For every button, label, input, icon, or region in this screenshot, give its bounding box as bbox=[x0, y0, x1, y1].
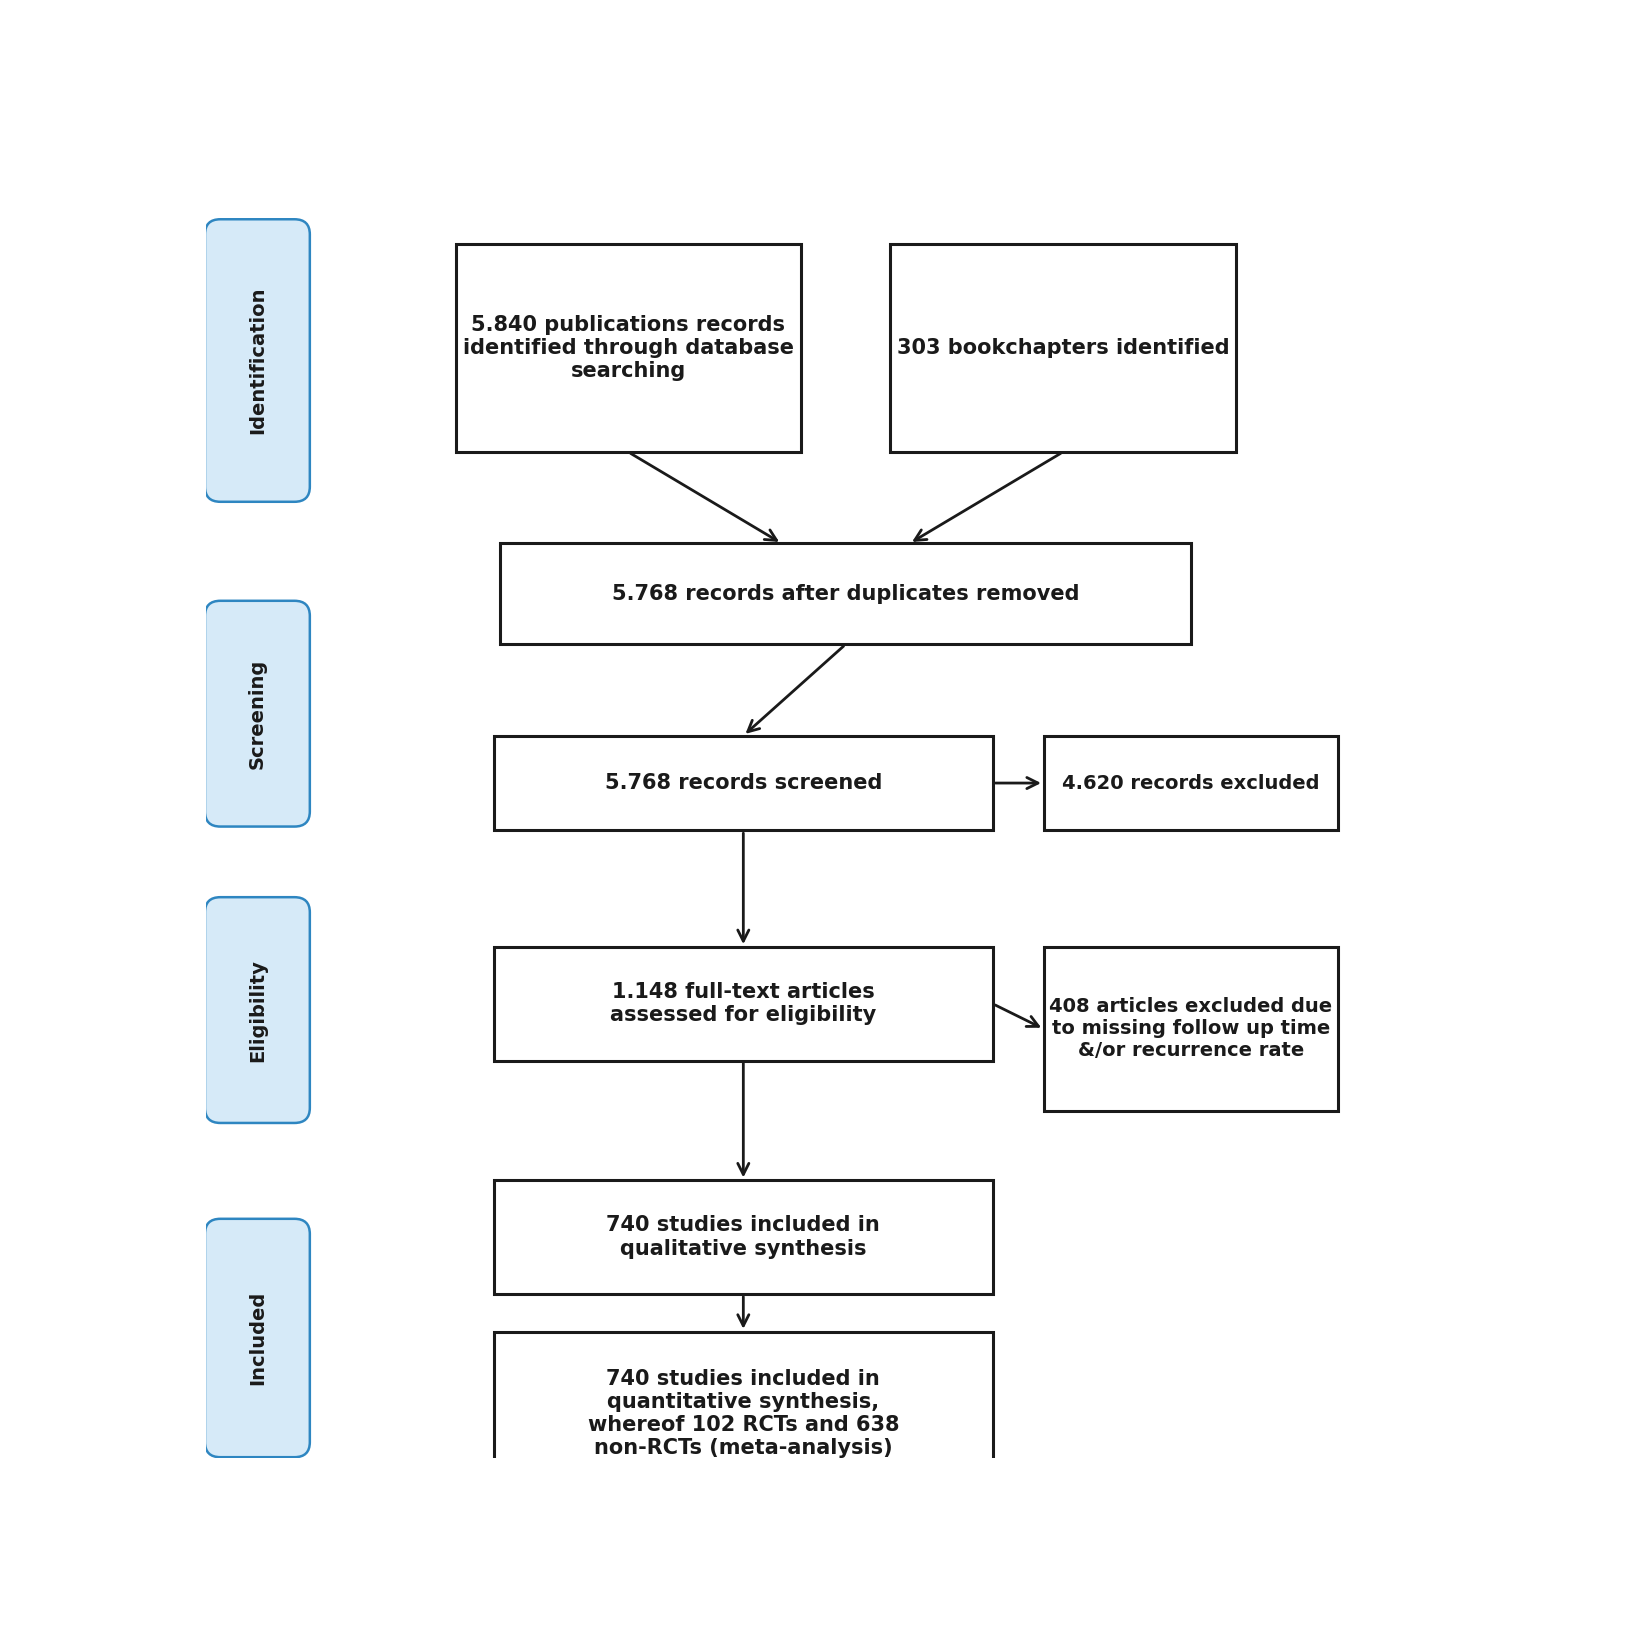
Text: 5.840 publications records
identified through database
searching: 5.840 publications records identified th… bbox=[462, 314, 794, 382]
FancyBboxPatch shape bbox=[455, 244, 800, 452]
FancyBboxPatch shape bbox=[493, 947, 993, 1060]
FancyBboxPatch shape bbox=[205, 601, 310, 827]
Text: 5.768 records after duplicates removed: 5.768 records after duplicates removed bbox=[612, 583, 1079, 604]
Text: Screening: Screening bbox=[248, 658, 267, 768]
FancyBboxPatch shape bbox=[205, 898, 310, 1124]
FancyBboxPatch shape bbox=[493, 1332, 993, 1495]
FancyBboxPatch shape bbox=[500, 544, 1191, 644]
Text: 303 bookchapters identified: 303 bookchapters identified bbox=[896, 337, 1229, 359]
Text: 740 studies included in
qualitative synthesis: 740 studies included in qualitative synt… bbox=[607, 1215, 879, 1258]
Text: 740 studies included in
quantitative synthesis,
whereof 102 RCTs and 638
non-RCT: 740 studies included in quantitative syn… bbox=[587, 1369, 899, 1458]
FancyBboxPatch shape bbox=[493, 1181, 993, 1294]
FancyBboxPatch shape bbox=[205, 1219, 310, 1458]
FancyBboxPatch shape bbox=[1044, 947, 1338, 1111]
FancyBboxPatch shape bbox=[493, 735, 993, 830]
FancyBboxPatch shape bbox=[1044, 735, 1338, 830]
Text: 5.768 records screened: 5.768 records screened bbox=[604, 773, 883, 793]
Text: 4.620 records excluded: 4.620 records excluded bbox=[1063, 773, 1320, 793]
Text: 408 articles excluded due
to missing follow up time
&/or recurrence rate: 408 articles excluded due to missing fol… bbox=[1049, 998, 1333, 1060]
Text: Eligibility: Eligibility bbox=[248, 958, 267, 1061]
Text: Included: Included bbox=[248, 1291, 267, 1386]
FancyBboxPatch shape bbox=[891, 244, 1236, 452]
FancyBboxPatch shape bbox=[205, 219, 310, 501]
Text: Identification: Identification bbox=[248, 287, 267, 434]
Text: 1.148 full-text articles
assessed for eligibility: 1.148 full-text articles assessed for el… bbox=[610, 983, 876, 1025]
